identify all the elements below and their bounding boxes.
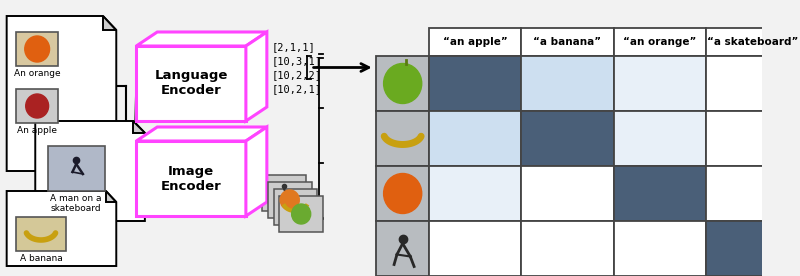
Bar (614, 56, 706, 111)
Polygon shape (106, 191, 116, 202)
Bar (16, 89, 58, 123)
Text: An apple: An apple (17, 126, 57, 135)
Circle shape (384, 63, 422, 104)
Circle shape (26, 94, 49, 118)
Text: Language
Encoder: Language Encoder (154, 70, 228, 97)
Polygon shape (134, 121, 145, 133)
Bar (706, 166, 798, 221)
Text: “a banana”: “a banana” (534, 37, 602, 47)
Bar (706, 28, 798, 56)
Bar (136, 141, 246, 216)
Circle shape (25, 36, 50, 62)
Polygon shape (6, 16, 116, 171)
Bar (522, 111, 614, 166)
Bar (16, 217, 66, 251)
Bar (429, 111, 522, 166)
Bar (522, 221, 614, 276)
Bar (614, 221, 706, 276)
Text: Image
Encoder: Image Encoder (161, 164, 222, 192)
Bar (429, 56, 522, 111)
Polygon shape (136, 127, 267, 141)
Text: A man on a
skateboard: A man on a skateboard (50, 194, 102, 213)
Bar (706, 56, 798, 111)
Bar (377, 221, 429, 276)
Bar (706, 111, 798, 166)
Polygon shape (246, 32, 267, 121)
Bar (706, 221, 798, 276)
Bar (377, 111, 429, 166)
Bar (377, 166, 429, 221)
Bar (279, 196, 323, 232)
Circle shape (384, 174, 422, 214)
Text: “an apple”: “an apple” (442, 37, 507, 47)
Bar (429, 166, 522, 221)
Bar (136, 46, 246, 121)
Polygon shape (35, 121, 145, 221)
Text: A banana: A banana (20, 254, 62, 263)
Bar (429, 28, 522, 56)
Bar (614, 111, 706, 166)
Bar (262, 175, 306, 211)
Bar (614, 166, 706, 221)
Bar (274, 189, 318, 225)
Bar (268, 182, 312, 218)
Text: An orange: An orange (14, 69, 61, 78)
Polygon shape (246, 127, 267, 216)
Text: “a skateboard”: “a skateboard” (706, 37, 798, 47)
Bar (614, 28, 706, 56)
Polygon shape (136, 32, 267, 46)
Circle shape (292, 204, 310, 224)
Bar (522, 166, 614, 221)
Bar (522, 28, 614, 56)
Bar (16, 32, 58, 66)
Polygon shape (6, 191, 116, 266)
Bar (48, 146, 105, 191)
Bar (429, 221, 522, 276)
Circle shape (280, 190, 299, 210)
Bar (377, 56, 429, 111)
Bar (522, 56, 614, 111)
Text: [2,1,1]
[10,3,1]
[10,2,2]
[10,2,1]: [2,1,1] [10,3,1] [10,2,2] [10,2,1] (272, 42, 322, 94)
Polygon shape (103, 16, 116, 30)
Text: “an orange”: “an orange” (623, 37, 697, 47)
